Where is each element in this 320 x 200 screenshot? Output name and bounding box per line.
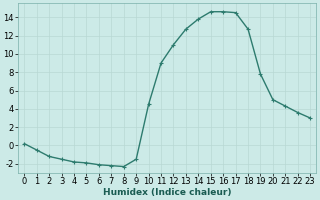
X-axis label: Humidex (Indice chaleur): Humidex (Indice chaleur) bbox=[103, 188, 231, 197]
